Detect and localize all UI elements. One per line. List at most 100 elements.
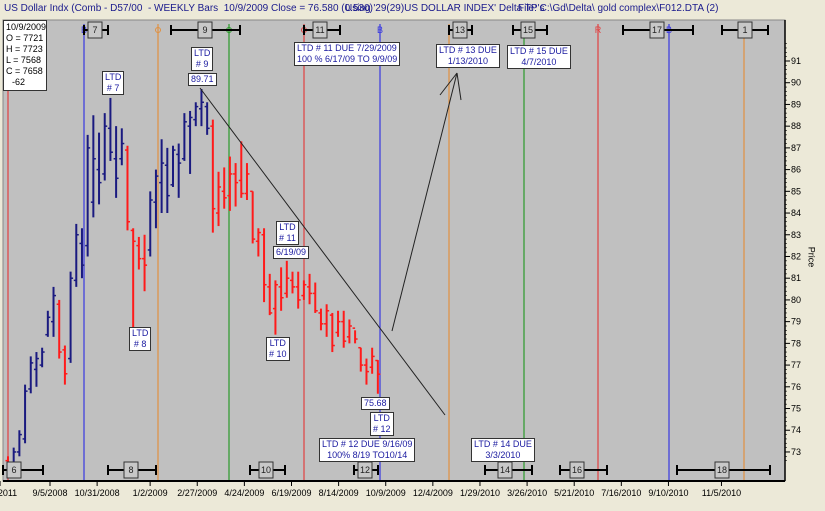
ohlc-bar	[318, 308, 324, 331]
y-tick-label: 73	[791, 447, 801, 457]
y-tick-label: 81	[791, 273, 801, 283]
cycle-interval-bracket: 12	[353, 461, 379, 479]
ohlc-bar	[119, 128, 125, 166]
bracket-label: 15	[523, 25, 533, 35]
bracket-box	[197, 21, 213, 39]
ohlc-bar	[335, 310, 341, 337]
ohlc-bar	[124, 145, 130, 231]
bracket-label: 16	[572, 465, 582, 475]
ohlc-bar	[244, 163, 250, 201]
y-tick-label: 89	[791, 99, 801, 109]
ohlc-bar	[45, 310, 51, 337]
y-tick-label: 88	[791, 121, 801, 131]
ohlc-bar	[79, 228, 85, 279]
cycle-interval-bracket: 7	[83, 21, 109, 39]
bracket-box	[569, 461, 585, 479]
y-tick-label: 82	[791, 251, 801, 261]
x-tick-label: 12/4/2009	[413, 488, 453, 498]
y-tick-label: 74	[791, 425, 801, 435]
y-tick-label: 76	[791, 382, 801, 392]
x-tick-label: 5/21/2010	[554, 488, 594, 498]
bracket-box	[123, 461, 139, 479]
cycle-interval-bracket: 1	[721, 21, 769, 39]
arrow-head	[439, 72, 458, 96]
cycle-interval-bracket: 13	[448, 21, 473, 39]
ohlc-bar	[261, 228, 267, 303]
x-tick-label: 1/29/2010	[460, 488, 500, 498]
bracket-box	[312, 21, 328, 39]
ohlc-bar	[238, 141, 244, 198]
ohlc-bar	[369, 347, 375, 374]
ohlc-bar	[301, 280, 307, 300]
bracket-label: 11	[315, 25, 324, 35]
ohlc-bar	[96, 132, 102, 205]
ohlc-bar	[227, 156, 233, 211]
cycle-interval-bracket: 17	[622, 21, 694, 39]
ohlc-bar	[255, 228, 261, 257]
bracket-label: 17	[652, 25, 662, 35]
bracket-label: 13	[455, 25, 465, 35]
annotation-ltd10: LTD # 10	[266, 337, 290, 361]
bracket-box	[497, 461, 513, 479]
cycle-interval-bracket: 9	[170, 21, 241, 39]
ohlc-bar	[39, 347, 45, 368]
ohlc-bar	[56, 299, 62, 359]
y-tick-label: 84	[791, 208, 801, 218]
y-tick-label: 80	[791, 295, 801, 305]
ohlc-bar	[204, 102, 210, 135]
cycle-interval-bracket: 18	[676, 461, 771, 479]
ohlc-bar	[375, 359, 381, 394]
cycle-interval-bracket: 10	[249, 461, 286, 479]
y-tick-label: 87	[791, 143, 801, 153]
x-tick-label: 11/5/2010	[702, 488, 741, 498]
cycle-interval-bracket: 8	[107, 461, 157, 479]
bracket-box	[258, 461, 274, 479]
annotation-ltd12-price: 75.68	[361, 397, 390, 410]
y-axis-title: Price	[806, 246, 817, 268]
bracket-label: 8	[128, 465, 133, 475]
ohlc-bar	[164, 147, 170, 214]
ohlc-bar	[113, 126, 119, 198]
ohlc-bar	[170, 145, 176, 187]
bracket-label: 7	[92, 25, 97, 35]
cycle-interval-bracket: 14	[484, 461, 533, 479]
ohlc-bar	[307, 273, 313, 305]
ohlc-bar	[363, 358, 369, 385]
bracket-label: 12	[360, 465, 370, 475]
ohlc-bar	[312, 282, 318, 313]
bracket-box	[649, 21, 665, 39]
x-tick-label: 9/5/2008	[32, 488, 67, 498]
annotation-ltd7: LTD # 7	[102, 71, 125, 95]
ohlc-info-box: 10/9/2009 O = 7721 H = 7723 L = 7568 C =…	[3, 20, 47, 91]
ohlc-bar	[136, 236, 142, 270]
y-tick-label: 75	[791, 404, 801, 414]
info-date: 10/9/2009	[6, 22, 47, 32]
ohlc-bar	[51, 286, 57, 337]
y-tick-label: 83	[791, 230, 801, 240]
ohlc-bar	[295, 271, 301, 309]
bracket-label: 9	[202, 25, 207, 35]
ohlc-bar	[142, 234, 148, 292]
ohlc-bar	[341, 310, 347, 348]
x-tick-label: 1/2/2009	[133, 488, 168, 498]
ohlc-bar	[352, 327, 358, 344]
ohlc-bar	[68, 271, 74, 363]
bracket-box	[357, 461, 373, 479]
x-tick-label: 8/14/2009	[319, 488, 359, 498]
ohlc-bar	[290, 271, 295, 294]
trend-line	[199, 87, 446, 416]
ohlc-bar	[159, 139, 165, 214]
projection-arrow	[391, 72, 458, 332]
x-tick-label: 2/27/2009	[177, 488, 217, 498]
ohlc-bar	[198, 89, 204, 127]
ohlc-bar	[33, 352, 39, 387]
annotation-ltd9: LTD # 9	[191, 47, 214, 71]
cycle-marker-label: R	[595, 25, 602, 35]
ohlc-bar	[278, 267, 284, 311]
cycle-interval-bracket: 16	[559, 461, 608, 479]
ohlc-bar	[90, 115, 96, 218]
bracket-box	[520, 21, 536, 39]
x-tick-label: 4/24/2009	[224, 488, 264, 498]
ohlc-bar	[324, 304, 330, 337]
ohlc-bar	[28, 356, 34, 394]
